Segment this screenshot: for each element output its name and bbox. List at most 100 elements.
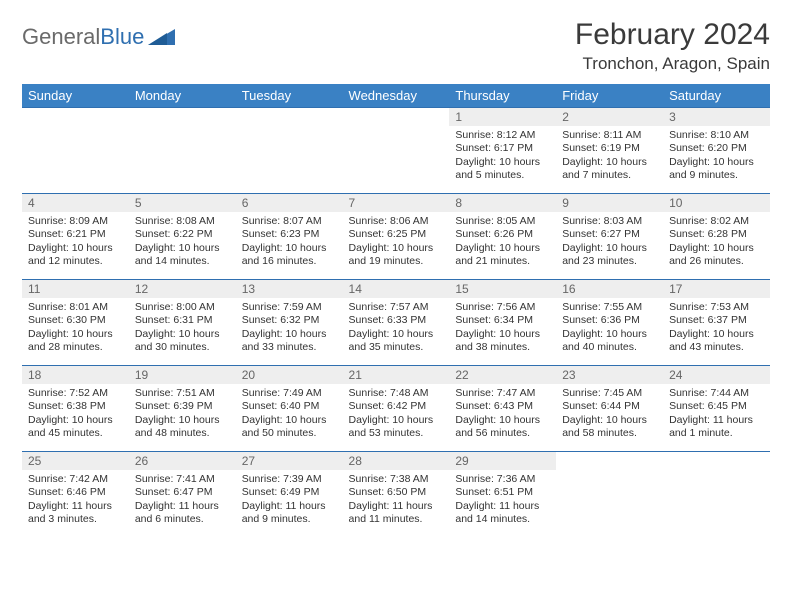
day-details: Sunrise: 7:48 AMSunset: 6:42 PMDaylight:… xyxy=(343,384,450,445)
calendar-empty-cell xyxy=(22,108,129,194)
calendar-body: 1Sunrise: 8:12 AMSunset: 6:17 PMDaylight… xyxy=(22,108,770,538)
calendar-table: SundayMondayTuesdayWednesdayThursdayFrid… xyxy=(22,84,770,538)
calendar-empty-cell xyxy=(343,108,450,194)
day-number: 21 xyxy=(343,366,450,384)
day-details: Sunrise: 8:00 AMSunset: 6:31 PMDaylight:… xyxy=(129,298,236,359)
calendar-day-cell: 24Sunrise: 7:44 AMSunset: 6:45 PMDayligh… xyxy=(663,366,770,452)
weekday-header: Wednesday xyxy=(343,84,450,108)
month-title: February 2024 xyxy=(575,18,770,52)
calendar-day-cell: 29Sunrise: 7:36 AMSunset: 6:51 PMDayligh… xyxy=(449,452,556,538)
logo-triangle-icon xyxy=(148,26,176,52)
calendar-day-cell: 5Sunrise: 8:08 AMSunset: 6:22 PMDaylight… xyxy=(129,194,236,280)
day-number: 29 xyxy=(449,452,556,470)
weekday-header: Saturday xyxy=(663,84,770,108)
calendar-row: 25Sunrise: 7:42 AMSunset: 6:46 PMDayligh… xyxy=(22,452,770,538)
day-number: 13 xyxy=(236,280,343,298)
calendar-row: 4Sunrise: 8:09 AMSunset: 6:21 PMDaylight… xyxy=(22,194,770,280)
day-number: 14 xyxy=(343,280,450,298)
day-number: 19 xyxy=(129,366,236,384)
logo: GeneralBlue xyxy=(22,24,176,50)
weekday-header-row: SundayMondayTuesdayWednesdayThursdayFrid… xyxy=(22,84,770,108)
title-block: February 2024 Tronchon, Aragon, Spain xyxy=(575,18,770,74)
weekday-header: Thursday xyxy=(449,84,556,108)
calendar-day-cell: 27Sunrise: 7:39 AMSunset: 6:49 PMDayligh… xyxy=(236,452,343,538)
day-number: 2 xyxy=(556,108,663,126)
day-details: Sunrise: 8:06 AMSunset: 6:25 PMDaylight:… xyxy=(343,212,450,273)
day-details: Sunrise: 8:08 AMSunset: 6:22 PMDaylight:… xyxy=(129,212,236,273)
day-number: 3 xyxy=(663,108,770,126)
day-number: 7 xyxy=(343,194,450,212)
logo-text-blue: Blue xyxy=(100,24,144,50)
day-number: 15 xyxy=(449,280,556,298)
day-number: 20 xyxy=(236,366,343,384)
day-number: 23 xyxy=(556,366,663,384)
calendar-day-cell: 22Sunrise: 7:47 AMSunset: 6:43 PMDayligh… xyxy=(449,366,556,452)
calendar-day-cell: 8Sunrise: 8:05 AMSunset: 6:26 PMDaylight… xyxy=(449,194,556,280)
day-details: Sunrise: 7:51 AMSunset: 6:39 PMDaylight:… xyxy=(129,384,236,445)
day-number: 12 xyxy=(129,280,236,298)
day-number: 27 xyxy=(236,452,343,470)
day-number: 8 xyxy=(449,194,556,212)
calendar-empty-cell xyxy=(129,108,236,194)
day-details: Sunrise: 7:56 AMSunset: 6:34 PMDaylight:… xyxy=(449,298,556,359)
calendar-page: GeneralBlue February 2024 Tronchon, Arag… xyxy=(0,0,792,548)
day-details: Sunrise: 7:45 AMSunset: 6:44 PMDaylight:… xyxy=(556,384,663,445)
header: GeneralBlue February 2024 Tronchon, Arag… xyxy=(22,18,770,74)
day-details: Sunrise: 7:52 AMSunset: 6:38 PMDaylight:… xyxy=(22,384,129,445)
day-details: Sunrise: 7:53 AMSunset: 6:37 PMDaylight:… xyxy=(663,298,770,359)
calendar-day-cell: 23Sunrise: 7:45 AMSunset: 6:44 PMDayligh… xyxy=(556,366,663,452)
calendar-day-cell: 11Sunrise: 8:01 AMSunset: 6:30 PMDayligh… xyxy=(22,280,129,366)
day-number: 17 xyxy=(663,280,770,298)
calendar-day-cell: 6Sunrise: 8:07 AMSunset: 6:23 PMDaylight… xyxy=(236,194,343,280)
calendar-empty-cell xyxy=(236,108,343,194)
calendar-day-cell: 9Sunrise: 8:03 AMSunset: 6:27 PMDaylight… xyxy=(556,194,663,280)
calendar-day-cell: 20Sunrise: 7:49 AMSunset: 6:40 PMDayligh… xyxy=(236,366,343,452)
calendar-day-cell: 16Sunrise: 7:55 AMSunset: 6:36 PMDayligh… xyxy=(556,280,663,366)
calendar-row: 11Sunrise: 8:01 AMSunset: 6:30 PMDayligh… xyxy=(22,280,770,366)
calendar-day-cell: 28Sunrise: 7:38 AMSunset: 6:50 PMDayligh… xyxy=(343,452,450,538)
calendar-day-cell: 7Sunrise: 8:06 AMSunset: 6:25 PMDaylight… xyxy=(343,194,450,280)
day-details: Sunrise: 7:49 AMSunset: 6:40 PMDaylight:… xyxy=(236,384,343,445)
day-details: Sunrise: 8:11 AMSunset: 6:19 PMDaylight:… xyxy=(556,126,663,187)
calendar-day-cell: 25Sunrise: 7:42 AMSunset: 6:46 PMDayligh… xyxy=(22,452,129,538)
day-number: 22 xyxy=(449,366,556,384)
day-number: 1 xyxy=(449,108,556,126)
calendar-day-cell: 19Sunrise: 7:51 AMSunset: 6:39 PMDayligh… xyxy=(129,366,236,452)
day-number: 18 xyxy=(22,366,129,384)
day-number: 25 xyxy=(22,452,129,470)
weekday-header: Friday xyxy=(556,84,663,108)
day-details: Sunrise: 8:03 AMSunset: 6:27 PMDaylight:… xyxy=(556,212,663,273)
day-details: Sunrise: 7:38 AMSunset: 6:50 PMDaylight:… xyxy=(343,470,450,531)
day-details: Sunrise: 7:47 AMSunset: 6:43 PMDaylight:… xyxy=(449,384,556,445)
day-number: 10 xyxy=(663,194,770,212)
calendar-day-cell: 21Sunrise: 7:48 AMSunset: 6:42 PMDayligh… xyxy=(343,366,450,452)
day-details: Sunrise: 7:36 AMSunset: 6:51 PMDaylight:… xyxy=(449,470,556,531)
calendar-day-cell: 1Sunrise: 8:12 AMSunset: 6:17 PMDaylight… xyxy=(449,108,556,194)
day-number: 9 xyxy=(556,194,663,212)
day-details: Sunrise: 7:55 AMSunset: 6:36 PMDaylight:… xyxy=(556,298,663,359)
day-details: Sunrise: 7:41 AMSunset: 6:47 PMDaylight:… xyxy=(129,470,236,531)
day-details: Sunrise: 8:09 AMSunset: 6:21 PMDaylight:… xyxy=(22,212,129,273)
day-number: 28 xyxy=(343,452,450,470)
day-details: Sunrise: 7:44 AMSunset: 6:45 PMDaylight:… xyxy=(663,384,770,445)
calendar-empty-cell xyxy=(556,452,663,538)
logo-text-general: General xyxy=(22,24,100,50)
calendar-day-cell: 18Sunrise: 7:52 AMSunset: 6:38 PMDayligh… xyxy=(22,366,129,452)
day-details: Sunrise: 7:57 AMSunset: 6:33 PMDaylight:… xyxy=(343,298,450,359)
day-details: Sunrise: 8:07 AMSunset: 6:23 PMDaylight:… xyxy=(236,212,343,273)
location: Tronchon, Aragon, Spain xyxy=(575,54,770,74)
calendar-day-cell: 13Sunrise: 7:59 AMSunset: 6:32 PMDayligh… xyxy=(236,280,343,366)
day-details: Sunrise: 8:10 AMSunset: 6:20 PMDaylight:… xyxy=(663,126,770,187)
day-details: Sunrise: 7:59 AMSunset: 6:32 PMDaylight:… xyxy=(236,298,343,359)
calendar-day-cell: 4Sunrise: 8:09 AMSunset: 6:21 PMDaylight… xyxy=(22,194,129,280)
day-details: Sunrise: 7:39 AMSunset: 6:49 PMDaylight:… xyxy=(236,470,343,531)
calendar-empty-cell xyxy=(663,452,770,538)
weekday-header: Monday xyxy=(129,84,236,108)
day-details: Sunrise: 7:42 AMSunset: 6:46 PMDaylight:… xyxy=(22,470,129,531)
calendar-day-cell: 17Sunrise: 7:53 AMSunset: 6:37 PMDayligh… xyxy=(663,280,770,366)
calendar-day-cell: 12Sunrise: 8:00 AMSunset: 6:31 PMDayligh… xyxy=(129,280,236,366)
day-number: 16 xyxy=(556,280,663,298)
weekday-header: Tuesday xyxy=(236,84,343,108)
calendar-day-cell: 3Sunrise: 8:10 AMSunset: 6:20 PMDaylight… xyxy=(663,108,770,194)
calendar-day-cell: 15Sunrise: 7:56 AMSunset: 6:34 PMDayligh… xyxy=(449,280,556,366)
